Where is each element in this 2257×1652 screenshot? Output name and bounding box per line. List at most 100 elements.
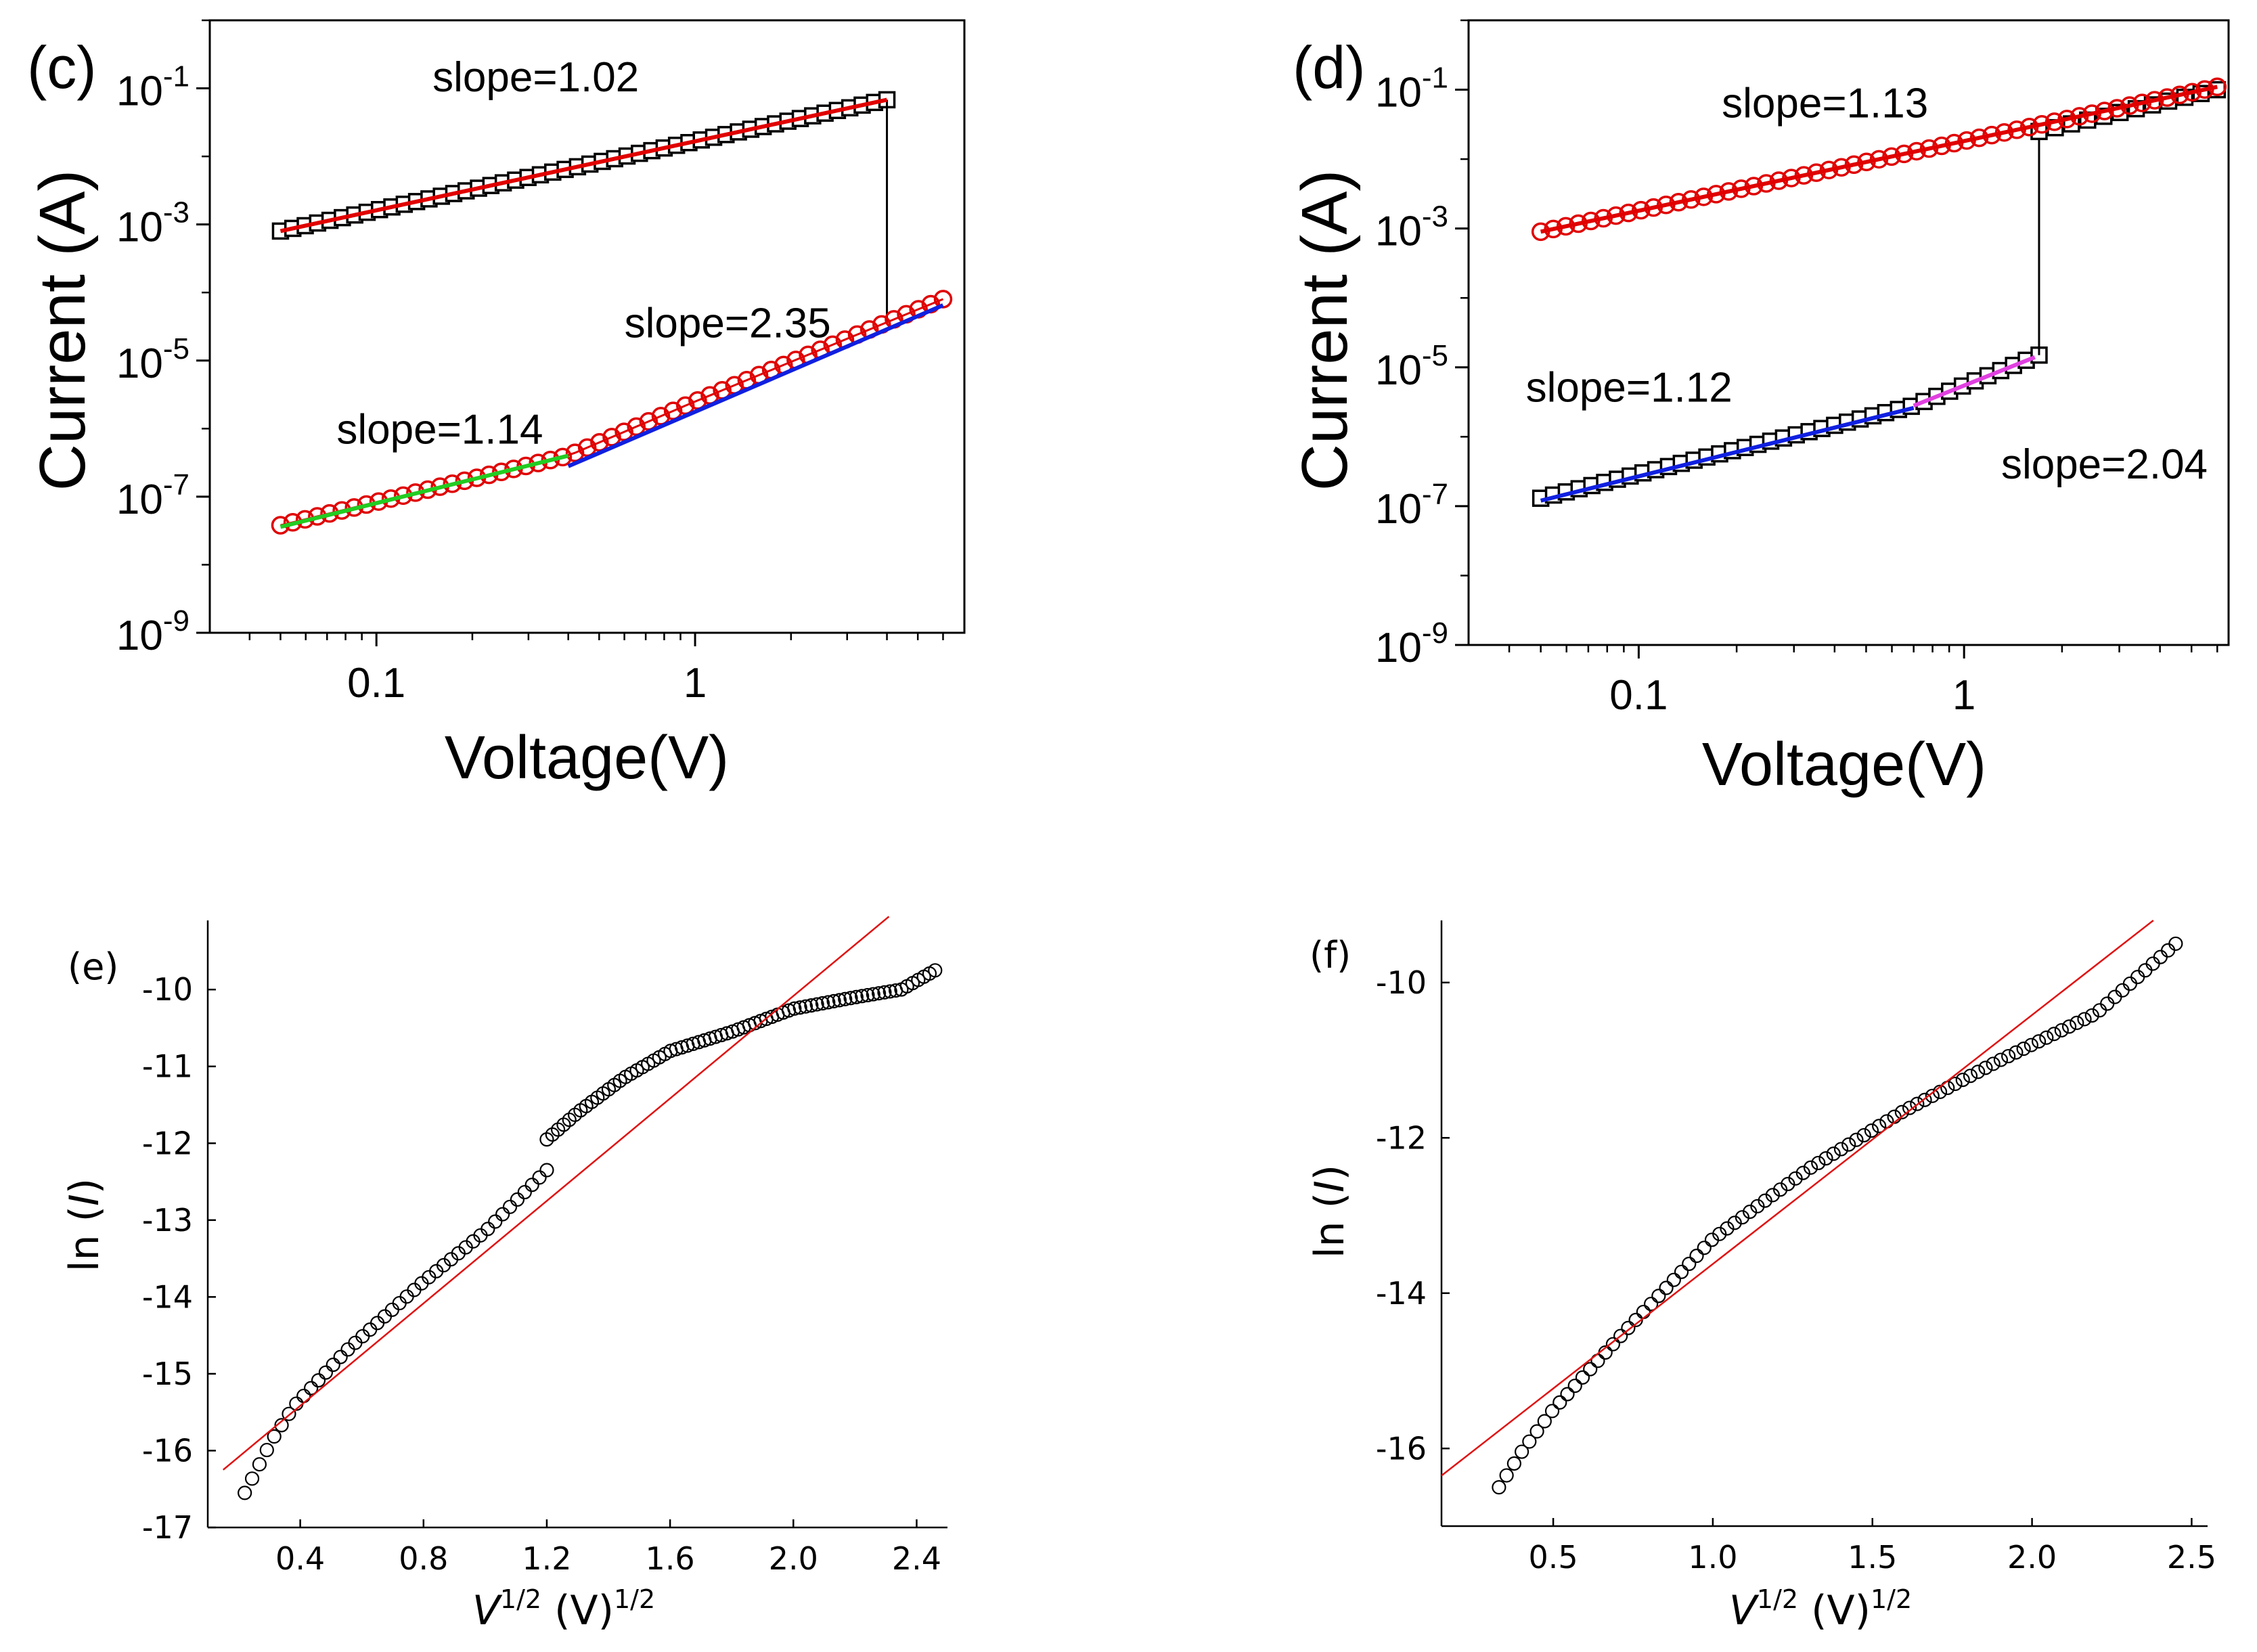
data-point — [377, 1309, 393, 1324]
data-point — [1856, 1128, 1871, 1143]
y-tick-label: -14 — [142, 1278, 193, 1315]
data-point — [2145, 956, 2160, 971]
slope-annotation: slope=1.02 — [432, 54, 639, 101]
data-point — [1552, 1395, 1567, 1410]
panel-c-ylabel: Current (A) — [26, 170, 99, 491]
data-point — [1666, 1272, 1681, 1287]
data-point — [809, 997, 824, 1012]
y-tick-label: 10-5 — [116, 332, 189, 387]
panel-d-annotations: slope=1.13 slope=1.12 slope=2.04 — [1526, 80, 2208, 488]
data-point — [517, 1184, 532, 1200]
data-point — [539, 1163, 554, 1178]
panel-f-ticks: 0.5 1.0 1.5 2.0 2.5 -10 -12 -14 -16 — [1376, 964, 2216, 1576]
data-point — [590, 432, 609, 452]
fit-line — [1540, 85, 2218, 234]
data-point — [1605, 1337, 1621, 1352]
data-point — [1682, 1256, 1697, 1272]
data-point — [2084, 1008, 2099, 1023]
fit-line — [1913, 355, 2036, 408]
panel-f-fit-line — [1441, 920, 2154, 1477]
data-point — [798, 999, 813, 1014]
slope-annotation: slope=1.14 — [336, 407, 543, 453]
data-point — [1506, 1456, 1521, 1471]
data-point — [821, 995, 836, 1010]
data-point — [2031, 1034, 2047, 1049]
data-point — [562, 1112, 577, 1128]
y-tick-label: -16 — [1376, 1430, 1427, 1467]
x-tick-label: 2.4 — [892, 1540, 941, 1577]
data-point — [849, 989, 864, 1004]
data-point — [1560, 1387, 1575, 1402]
data-point — [545, 1127, 560, 1142]
data-point — [2054, 1023, 2069, 1037]
data-point — [602, 428, 621, 447]
x-tick-label: 1.0 — [1688, 1539, 1737, 1576]
y-tick-label: -10 — [1376, 964, 1427, 1001]
panel-e-series — [238, 963, 943, 1500]
y-tick-label: -10 — [142, 971, 193, 1008]
data-point — [866, 987, 880, 1002]
data-point — [928, 963, 943, 978]
data-point — [1583, 1362, 1598, 1377]
data-point — [639, 411, 658, 431]
y-tick-label: -12 — [1376, 1119, 1427, 1156]
data-point — [481, 1222, 495, 1236]
data-point — [1567, 1379, 1582, 1393]
y-tick-label: 10-7 — [116, 468, 189, 523]
data-point — [567, 1107, 583, 1122]
data-point — [1644, 1297, 1659, 1312]
data-point — [2001, 1048, 2016, 1064]
fit-line — [280, 453, 569, 529]
data-point — [348, 1335, 363, 1350]
data-point — [2160, 943, 2176, 958]
data-point — [2061, 1019, 2077, 1034]
slope-annotation: slope=1.12 — [1526, 365, 1733, 411]
fit-line — [567, 303, 944, 468]
data-point — [1864, 1123, 1879, 1138]
data-point — [1499, 1468, 1514, 1483]
fit-line — [222, 916, 890, 1471]
data-point — [1735, 1210, 1750, 1225]
data-point — [843, 991, 858, 1006]
y-tick-label: -12 — [142, 1125, 193, 1161]
data-point — [333, 1349, 348, 1364]
data-point — [1720, 1221, 1735, 1236]
data-point — [1613, 1329, 1628, 1343]
panel-f-label: (f) — [1310, 934, 1351, 977]
data-point — [2047, 1027, 2061, 1042]
data-point — [296, 1388, 311, 1404]
data-point — [614, 422, 633, 441]
data-point — [556, 1117, 571, 1132]
data-point — [1788, 1171, 1803, 1186]
data-point — [384, 1302, 399, 1317]
data-point — [1781, 1176, 1795, 1192]
data-point — [877, 985, 892, 1000]
data-point — [2024, 1037, 2038, 1052]
panel-e: (e) 0.4 0.8 1.2 1.6 2.0 2.4 -10 -11 -12 -13 -14 -15… — [61, 916, 947, 1634]
data-point — [1750, 1199, 1765, 1213]
data-point — [2115, 983, 2130, 998]
data-point — [340, 1342, 355, 1357]
data-point — [1674, 1264, 1689, 1279]
y-tick-label: -11 — [142, 1048, 193, 1085]
data-point — [826, 994, 841, 1008]
data-point — [1651, 1289, 1666, 1303]
y-tick-label: -14 — [1376, 1275, 1427, 1312]
panel-f-xlabel: V1/2 (V)1/2 — [1729, 1584, 1912, 1634]
data-point — [1841, 1137, 1856, 1152]
data-point — [2138, 963, 2153, 978]
data-point — [1758, 1193, 1772, 1208]
x-tick-label: 2.0 — [769, 1540, 818, 1577]
panel-e-label: (e) — [68, 945, 118, 988]
data-point — [1529, 1424, 1544, 1439]
panel-f-series — [1492, 936, 2183, 1495]
data-point — [363, 1322, 378, 1337]
y-tick-label: -13 — [142, 1202, 193, 1238]
data-point — [1689, 1249, 1704, 1264]
data-point — [539, 1132, 554, 1147]
data-point — [838, 991, 853, 1006]
data-point — [1544, 1404, 1560, 1419]
data-point — [407, 1282, 422, 1297]
data-point — [1971, 1065, 1986, 1079]
panel-c-xlabel: Voltage(V) — [445, 724, 729, 792]
